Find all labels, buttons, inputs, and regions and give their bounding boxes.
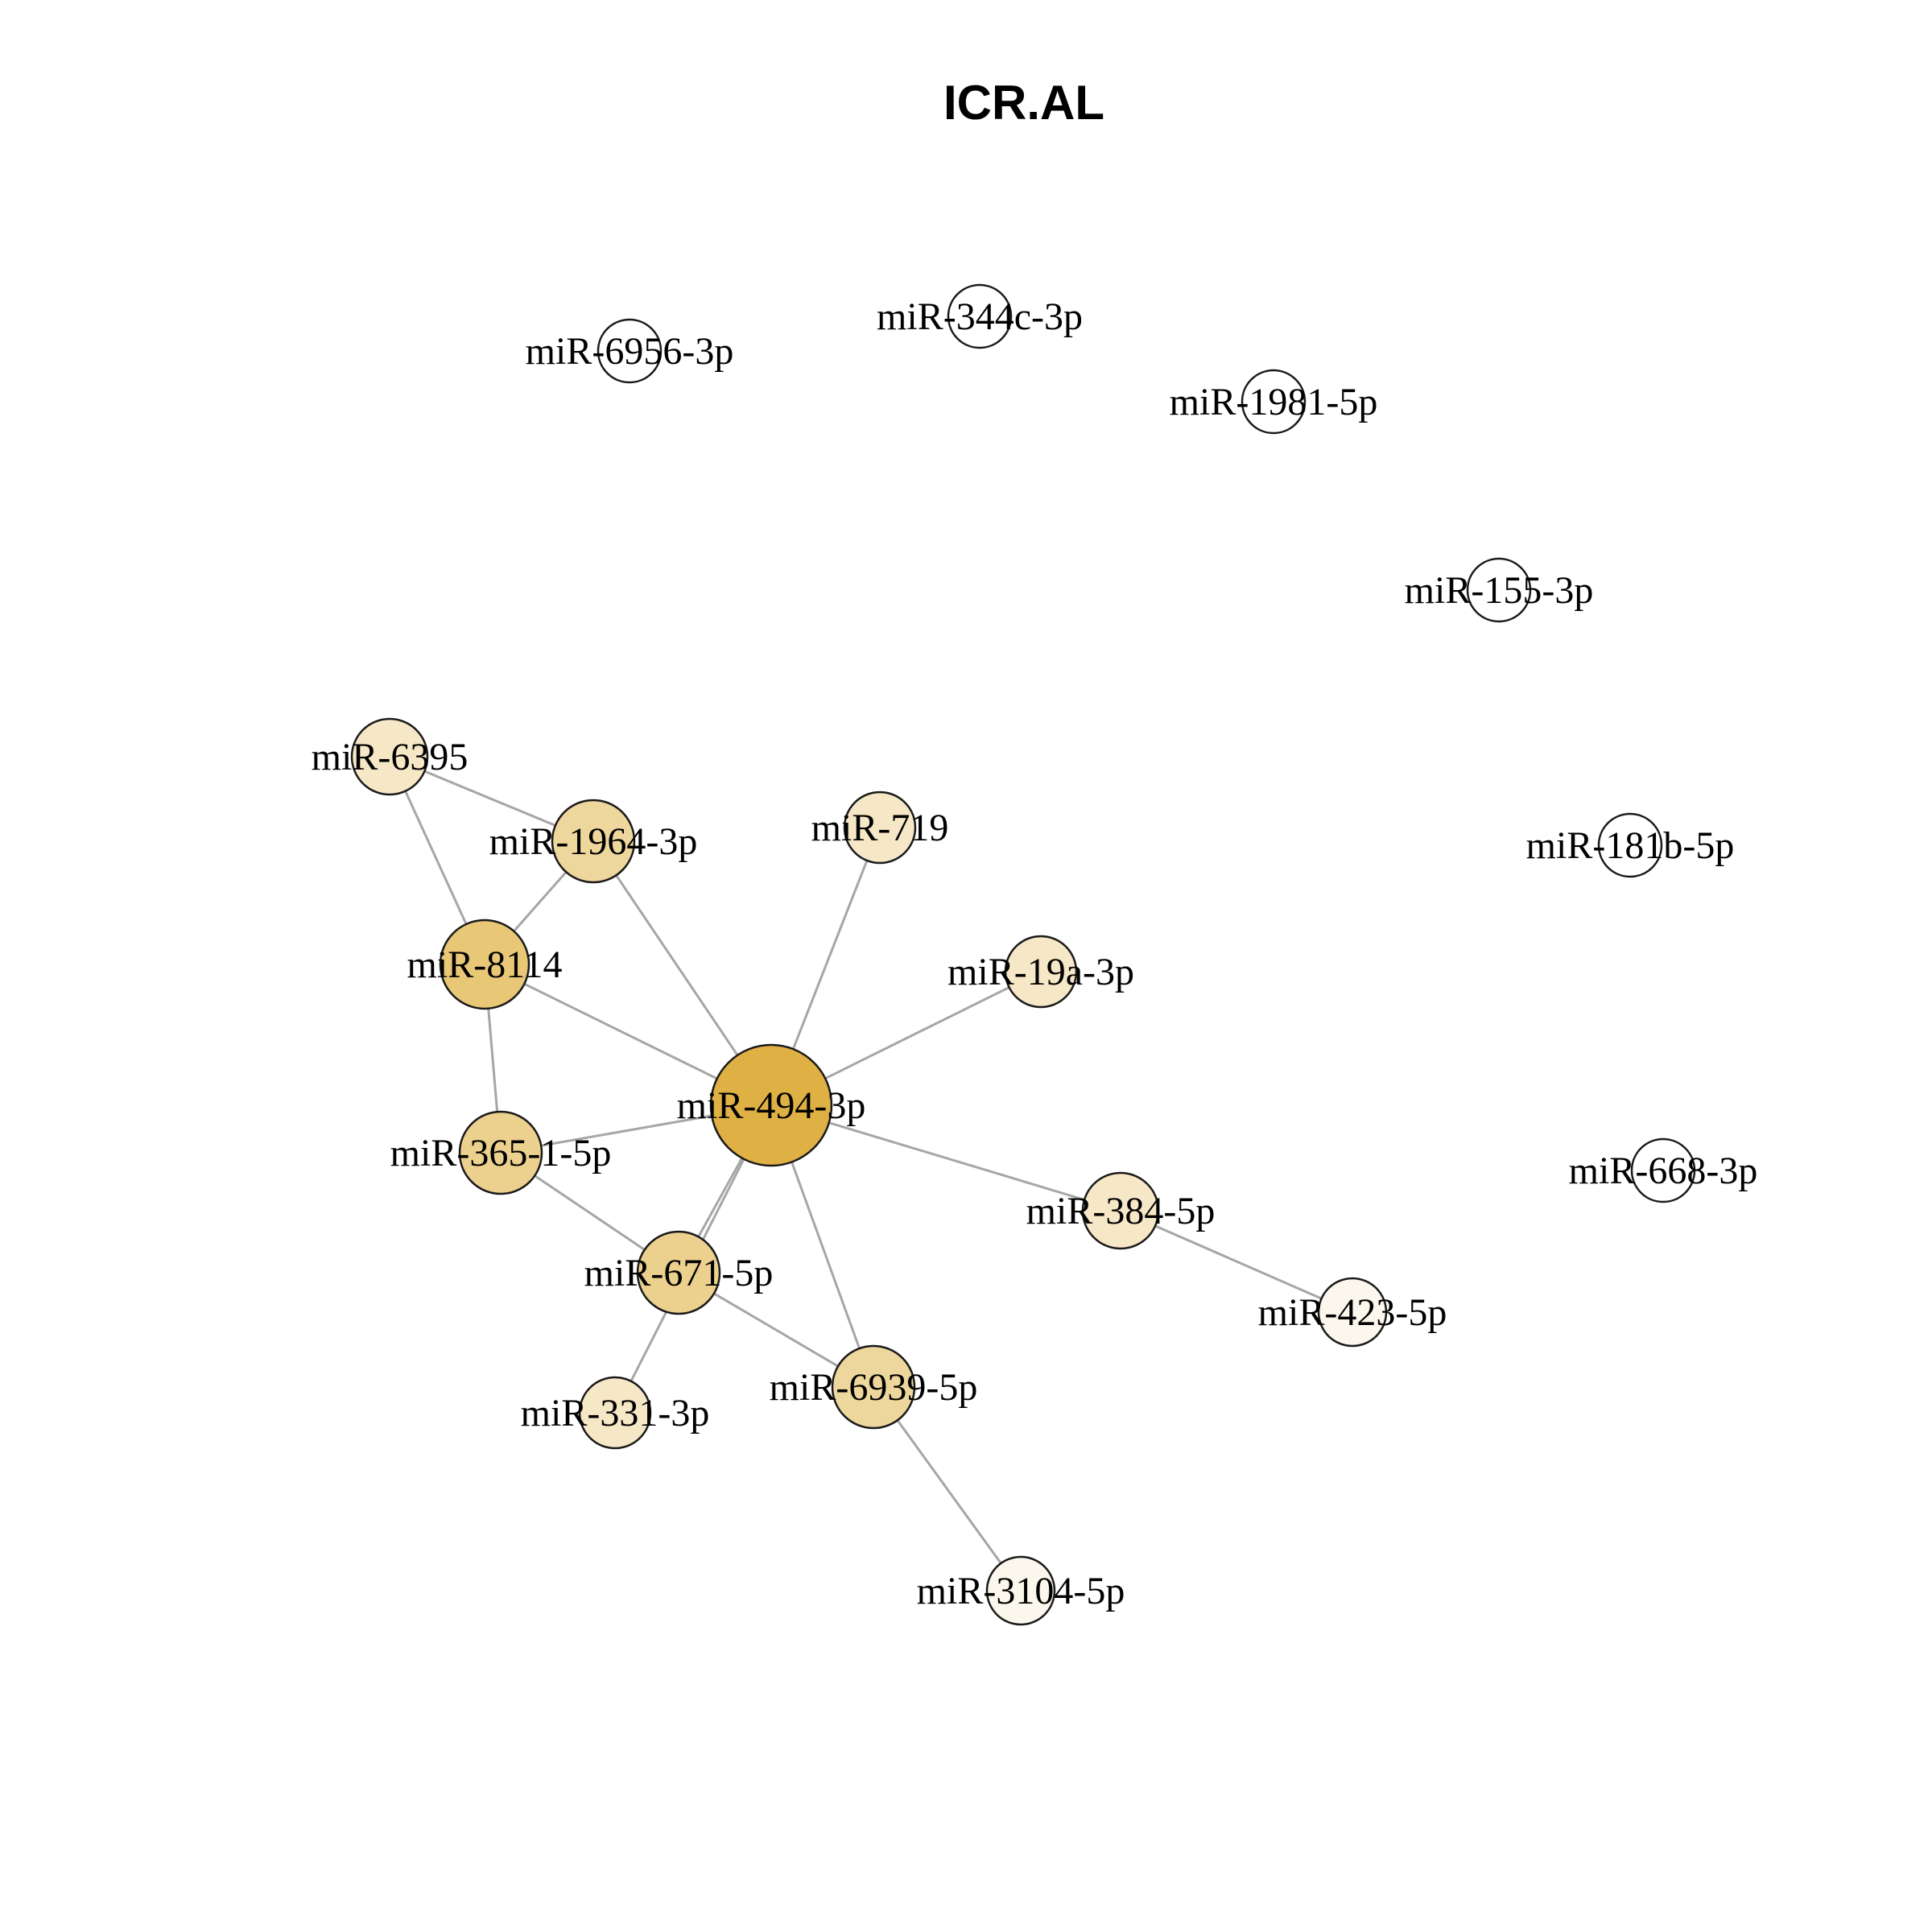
node-miR-3104-5p: miR-3104-5p [917,1555,1125,1626]
node-circle [1241,369,1307,435]
node-label: miR-6395 [312,736,469,778]
node-label: miR-1964-3p [489,820,698,863]
node-label: miR-719 [811,807,949,849]
node-miR-155-3p: miR-155-3p [1405,557,1594,623]
node-circle [350,717,429,796]
node-label: miR-6956-3p [526,330,734,373]
node-label: miR-8114 [407,943,563,986]
node-circle [458,1110,543,1195]
node-label: miR-155-3p [1405,569,1594,612]
node-label: miR-668-3p [1569,1150,1758,1192]
node-label: miR-344c-3p [877,295,1083,338]
node-label: miR-331-3p [521,1392,710,1435]
node-miR-423-5p: miR-423-5p [1258,1277,1447,1348]
node-miR-6939-5p: miR-6939-5p [770,1344,978,1430]
node-miR-365-1-5p: miR-365-1-5p [390,1110,612,1195]
node-circle [636,1230,721,1315]
node-circle [831,1344,916,1430]
node-label: miR-3104-5p [917,1570,1125,1612]
node-miR-384-5p: miR-384-5p [1026,1171,1216,1250]
node-label: miR-671-5p [584,1252,774,1294]
node-circle [1597,812,1663,878]
edge-miR-384-5p-to-miR-423-5p [1120,1209,1353,1314]
node-miR-6956-3p: miR-6956-3p [526,318,734,384]
node-circle [1466,557,1532,623]
node-label: miR-1981-5p [1170,381,1378,423]
node-circle [709,1043,833,1167]
node-miR-719: miR-719 [811,791,949,865]
node-circle [1630,1137,1696,1203]
node-miR-181b-5p: miR-181b-5p [1526,812,1735,878]
node-miR-331-3p: miR-331-3p [521,1376,710,1450]
node-circle [1004,935,1078,1009]
node-circle [551,799,636,884]
node-miR-344c-3p: miR-344c-3p [877,283,1083,349]
node-circle [439,919,530,1010]
node-miR-671-5p: miR-671-5p [584,1230,774,1315]
node-circle [597,318,663,384]
node-label: miR-181b-5p [1526,824,1735,867]
node-circle [985,1555,1056,1626]
node-label: miR-423-5p [1258,1291,1447,1334]
node-miR-8114: miR-8114 [407,919,563,1010]
node-circle [1317,1277,1388,1348]
node-miR-668-3p: miR-668-3p [1569,1137,1758,1203]
diagram-title: ICR.AL [943,76,1104,130]
node-circle [843,791,917,865]
node-miR-1981-5p: miR-1981-5p [1170,369,1378,435]
node-miR-1964-3p: miR-1964-3p [489,799,698,884]
node-layer: miR-6956-3p miR-344c-3p miR-1981-5p miR-155… [312,283,1758,1626]
node-circle [578,1376,652,1450]
node-miR-19a-3p: miR-19a-3p [947,935,1134,1009]
node-label: miR-365-1-5p [390,1132,612,1174]
node-circle [1081,1171,1160,1250]
node-label: miR-494-3p [677,1084,866,1127]
node-label: miR-384-5p [1026,1190,1216,1232]
node-label: miR-19a-3p [947,951,1134,993]
node-label: miR-6939-5p [770,1366,978,1409]
node-circle [947,283,1013,349]
node-miR-6395: miR-6395 [312,717,469,796]
node-miR-494-3p: miR-494-3p [677,1043,866,1167]
